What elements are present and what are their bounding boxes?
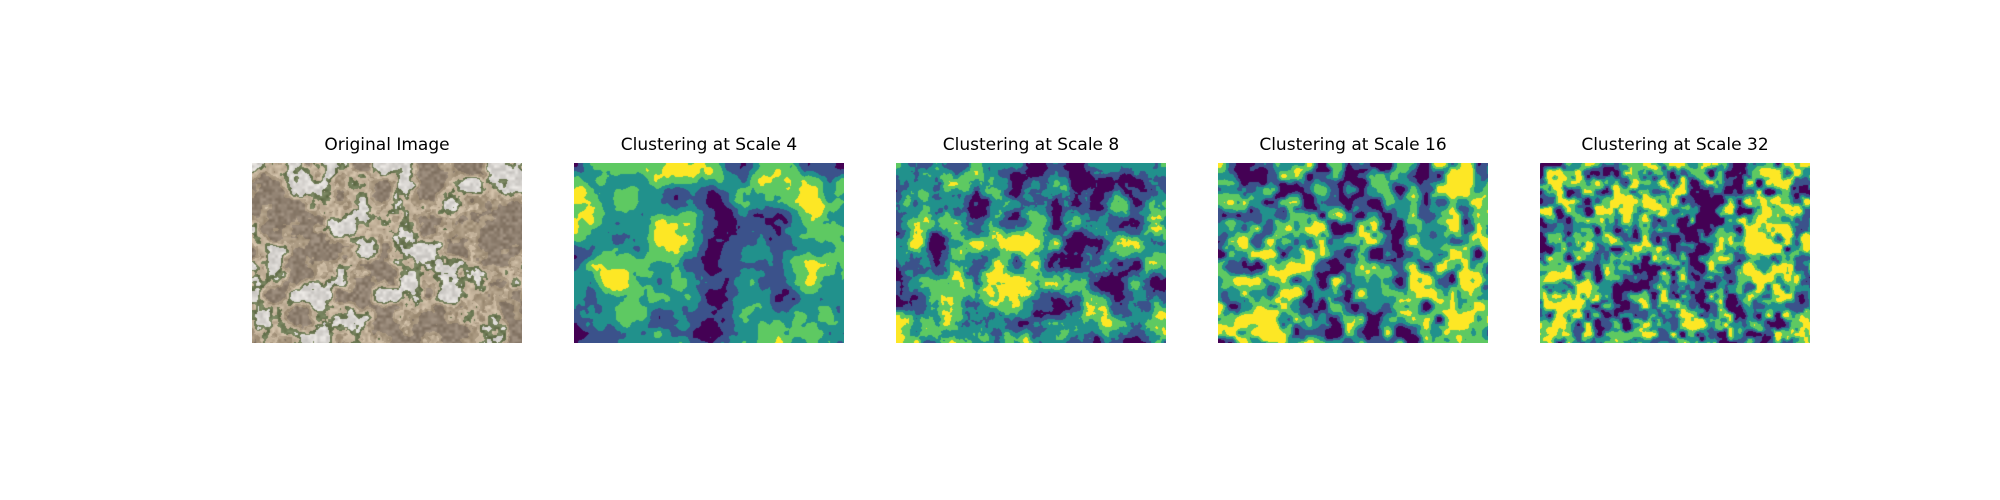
panel-title: Clustering at Scale 16 <box>1259 135 1447 155</box>
cluster-map-scale-32 <box>1540 163 1810 343</box>
original-image <box>252 163 522 343</box>
panel-title: Clustering at Scale 4 <box>620 135 798 155</box>
panel-title: Clustering at Scale 32 <box>1581 135 1769 155</box>
cluster-map-scale-8 <box>896 163 1166 343</box>
cluster-map-scale-4 <box>574 163 844 343</box>
cluster-map-scale-16 <box>1218 163 1488 343</box>
panel-title: Clustering at Scale 8 <box>942 135 1120 155</box>
panel-title: Original Image <box>324 135 450 155</box>
